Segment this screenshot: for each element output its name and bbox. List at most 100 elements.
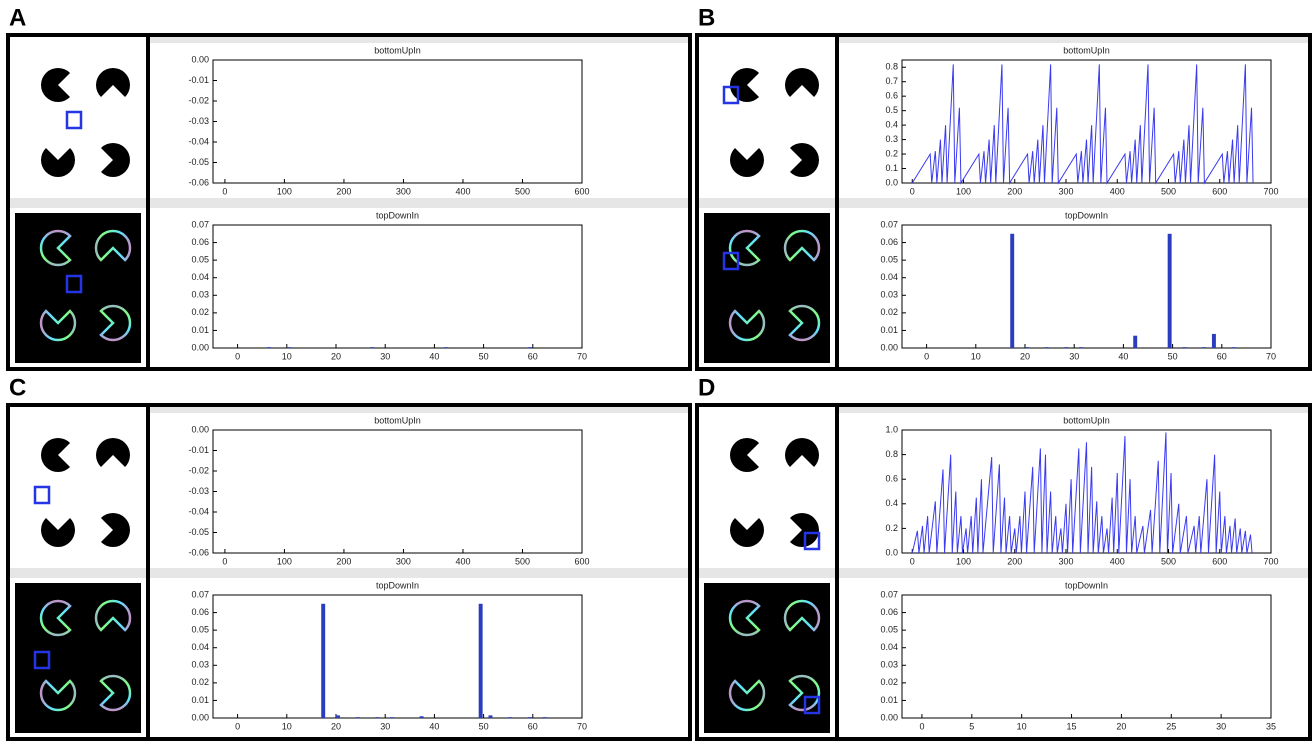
x-tick-label: 10: [1017, 721, 1027, 731]
y-tick-label: 0.00: [880, 342, 898, 352]
pacman: [33, 60, 83, 110]
bar: [267, 347, 272, 349]
grey-strip: [839, 198, 1308, 208]
pacman: [33, 505, 83, 555]
y-tick-label: 0.4: [885, 498, 898, 508]
x-tick-label: 400: [455, 556, 470, 566]
x-tick-label: 100: [956, 186, 971, 196]
y-tick-label: 0.07: [880, 589, 898, 599]
chart-title: bottomUpIn: [374, 45, 421, 55]
x-tick-label: 20: [331, 351, 341, 361]
dark-image: [704, 583, 830, 733]
pacman: [88, 135, 138, 185]
pacman: [777, 430, 827, 480]
plot-frame: [901, 59, 1272, 184]
chart-title: topDownIn: [376, 580, 419, 590]
y-tick-label: 0.05: [880, 255, 898, 265]
x-tick-label: 40: [1118, 351, 1128, 361]
pacman: [33, 430, 83, 480]
bar: [286, 347, 291, 349]
pacman: [722, 505, 772, 555]
y-tick-label: -0.02: [188, 465, 209, 475]
x-tick-label: 0: [910, 556, 915, 566]
y-tick-label: -0.06: [188, 177, 209, 187]
panel-letter: D: [698, 374, 715, 401]
bar: [1044, 347, 1049, 349]
chart-title: bottomUpIn: [1063, 45, 1110, 55]
x-tick-label: 40: [429, 351, 439, 361]
bar: [508, 717, 513, 719]
chart-title: topDownIn: [1065, 580, 1108, 590]
grey-strip: [150, 37, 688, 43]
x-tick-label: 400: [1110, 186, 1125, 196]
bar: [390, 717, 395, 719]
y-tick-label: -0.01: [188, 75, 209, 85]
focus-square: [65, 110, 83, 130]
bar: [1133, 335, 1138, 348]
y-tick-label: 0.4: [885, 119, 898, 129]
y-tick-label: 0.1: [885, 163, 898, 173]
plot-frame: [212, 224, 583, 349]
chart-title: bottomUpIn: [1063, 415, 1110, 425]
y-tick-label: -0.04: [188, 136, 209, 146]
y-tick-label: 0.02: [880, 677, 898, 687]
panel-frame: [6, 403, 692, 741]
x-tick-label: 500: [515, 186, 530, 196]
x-tick-label: 60: [1217, 351, 1227, 361]
x-tick-label: 0: [235, 351, 240, 361]
bar: [1231, 347, 1236, 349]
y-tick-label: 0.02: [191, 677, 209, 687]
focus-square: [33, 650, 51, 670]
y-tick-label: 0.5: [885, 105, 898, 115]
y-tick-label: 0.00: [191, 424, 209, 434]
bar: [1010, 233, 1015, 348]
y-tick-label: 0.00: [191, 54, 209, 64]
pacman: [777, 60, 827, 110]
y-tick-label: 0.02: [880, 307, 898, 317]
y-tick-label: -0.06: [188, 547, 209, 557]
x-tick-label: 70: [577, 351, 587, 361]
y-tick-label: 0.0: [885, 547, 898, 557]
y-tick-label: 0.07: [191, 219, 209, 229]
bar: [542, 717, 547, 719]
x-tick-label: 30: [1216, 721, 1226, 731]
y-tick-label: 0.01: [880, 325, 898, 335]
y-tick-label: 0.0: [885, 177, 898, 187]
x-tick-label: 60: [528, 721, 538, 731]
y-tick-label: 0.04: [880, 272, 898, 282]
y-tick-label: -0.03: [188, 116, 209, 126]
bar: [370, 347, 375, 349]
x-tick-label: 50: [479, 351, 489, 361]
x-tick-label: 600: [1212, 186, 1227, 196]
x-tick-label: 10: [282, 351, 292, 361]
pacman: [88, 60, 138, 110]
bar: [478, 603, 483, 718]
x-tick-label: 200: [1007, 556, 1022, 566]
y-tick-label: 0.04: [191, 642, 209, 652]
y-tick-label: 0.06: [880, 607, 898, 617]
bar: [336, 715, 340, 718]
x-tick-label: 0: [919, 721, 924, 731]
y-tick-label: 0.04: [880, 642, 898, 652]
panel-frame: [695, 403, 1312, 741]
x-tick-label: 400: [455, 186, 470, 196]
y-tick-label: 0.2: [885, 148, 898, 158]
y-tick-label: 0.06: [191, 237, 209, 247]
dark-image: [15, 213, 141, 363]
x-tick-label: 50: [1168, 351, 1178, 361]
grey-strip: [10, 568, 146, 578]
x-tick-label: 200: [336, 186, 351, 196]
grey-strip: [150, 568, 688, 578]
y-tick-label: 0.06: [880, 237, 898, 247]
plot-frame: [901, 224, 1272, 349]
grey-strip: [150, 198, 688, 208]
bar: [375, 717, 380, 719]
focus-square: [65, 274, 83, 294]
y-tick-label: 0.00: [191, 712, 209, 722]
x-tick-label: 400: [1110, 556, 1125, 566]
y-tick-label: 0.05: [191, 625, 209, 635]
y-tick-label: 0.03: [191, 660, 209, 670]
x-tick-label: 20: [331, 721, 341, 731]
bar: [1079, 347, 1084, 349]
y-tick-label: 0.04: [191, 272, 209, 282]
